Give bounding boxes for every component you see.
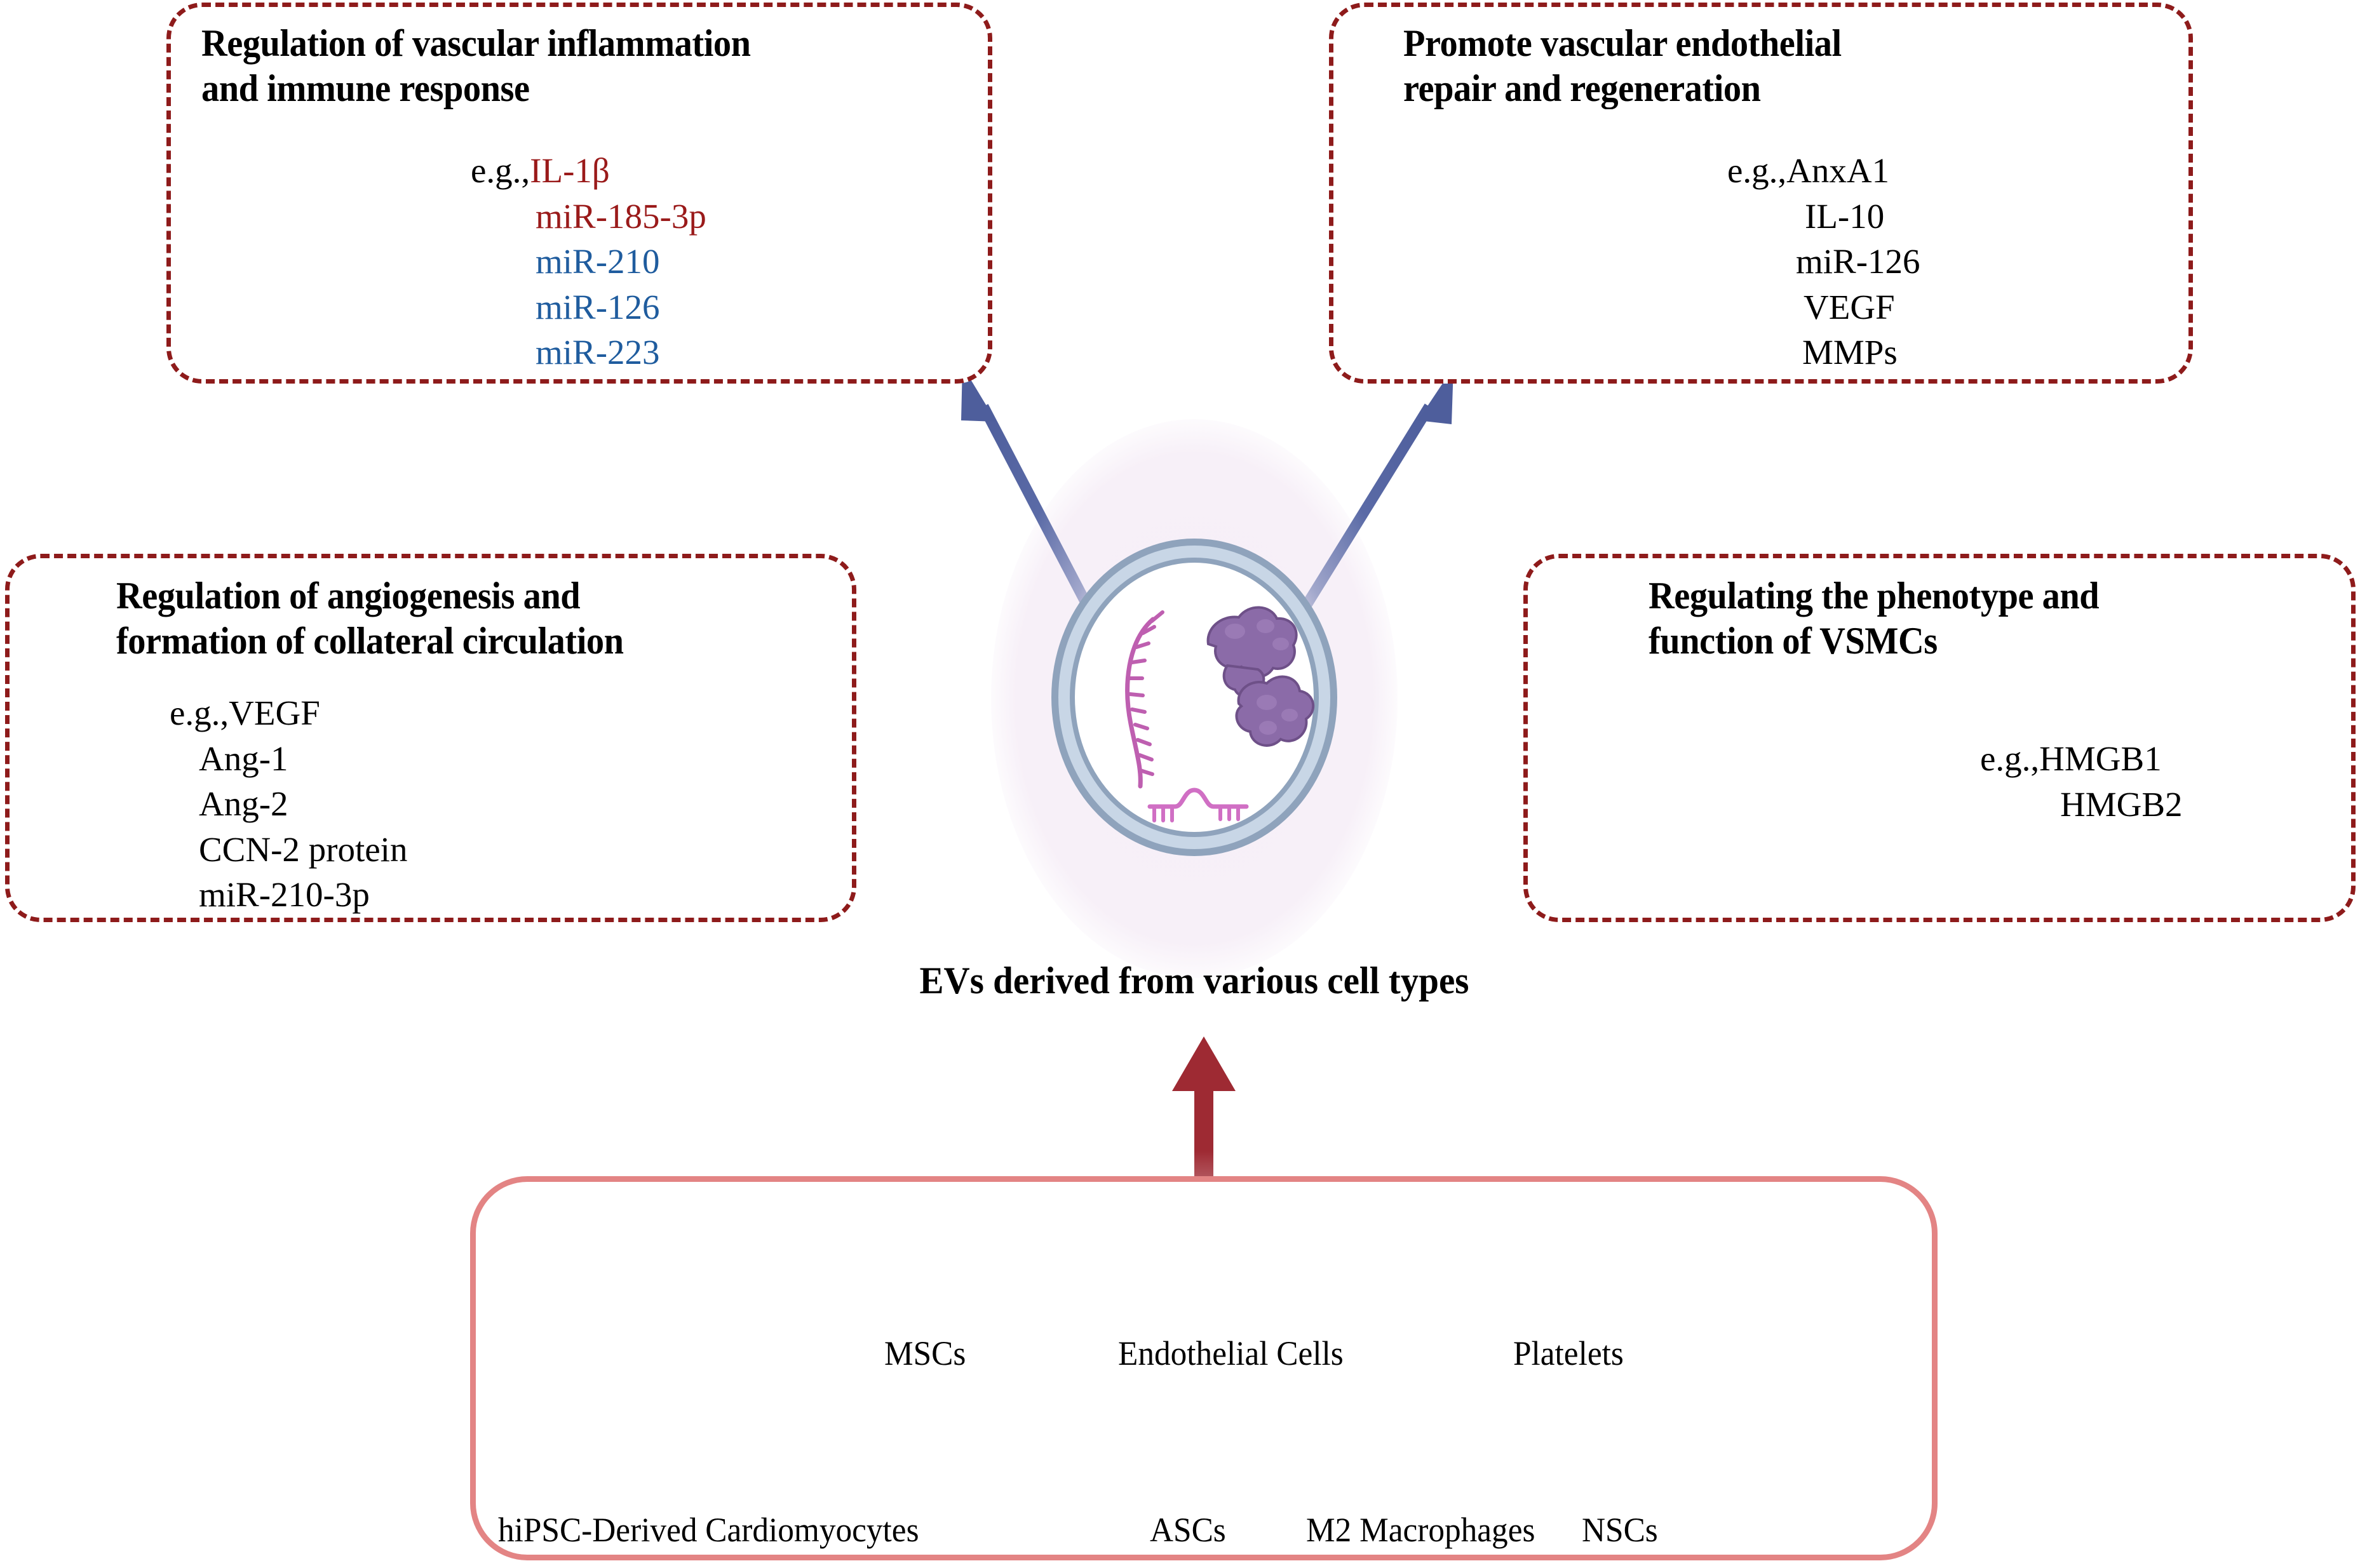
source-cells-panel — [470, 1176, 1938, 1560]
molecule-item: miR-126 — [1796, 242, 1920, 281]
cell-label-platelets: Platelets — [1513, 1334, 1624, 1372]
molecule-item: MMPs — [1802, 333, 1898, 372]
feature-box-angiogenesis: Regulation of angiogenesis and formation… — [5, 554, 856, 922]
molecule-item: IL-1β — [530, 151, 610, 190]
feature-box-angiogenesis-list: e.g.,VEGF Ang-1 Ang-2 CCN-2 protein miR-… — [170, 690, 407, 918]
molecule-item: IL-10 — [1805, 196, 1885, 236]
molecule-item: VEGF — [1804, 287, 1895, 326]
molecule-item: miR-126 — [536, 287, 660, 326]
molecule-item: CCN-2 protein — [199, 829, 408, 869]
feature-box-repair: Promote vascular endothelial repair and … — [1329, 3, 2193, 384]
eg-prefix: e.g., — [471, 151, 530, 190]
molecule-item: AnxA1 — [1786, 151, 1890, 190]
cell-label-mscs: MSCs — [884, 1334, 966, 1372]
molecule-item: HMGB1 — [2039, 739, 2162, 778]
feature-box-angiogenesis-title: Regulation of angiogenesis and formation… — [116, 575, 624, 662]
feature-box-inflammation-title: Regulation of vascular inflammation and … — [201, 22, 751, 109]
cell-label-endothelial-cells: Endothelial Cells — [1118, 1334, 1344, 1372]
feature-box-repair-list: e.g.,AnxA1 IL-10 miR-126 VEGF MMPs — [1727, 148, 1920, 375]
ev-halo — [991, 419, 1398, 978]
molecule-item: VEGF — [229, 694, 320, 732]
feature-box-vsmc-list: e.g.,HMGB1 HMGB2 — [1980, 736, 2183, 827]
eg-prefix: e.g., — [1980, 739, 2040, 778]
molecule-item: miR-223 — [536, 333, 660, 372]
eg-prefix: e.g., — [170, 694, 229, 732]
cell-label-nscs: NSCs — [1582, 1511, 1658, 1549]
feature-box-vsmc-title: Regulating the phenotype and function of… — [1649, 575, 2100, 662]
feature-box-inflammation-list: e.g.,IL-1β miR-185-3p miR-210 miR-126 mi… — [471, 148, 706, 375]
eg-prefix: e.g., — [1727, 151, 1787, 190]
molecule-item: miR-185-3p — [536, 196, 706, 236]
cell-label-hipsc-cardiomyocytes: hiPSC-Derived Cardiomyocytes — [498, 1511, 919, 1549]
molecule-item: Ang-2 — [199, 784, 288, 823]
feature-box-repair-title: Promote vascular endothelial repair and … — [1403, 22, 1842, 109]
molecule-item: HMGB2 — [2060, 784, 2183, 824]
molecule-item: Ang-1 — [199, 739, 288, 778]
cell-label-ascs: ASCs — [1150, 1511, 1226, 1549]
feature-box-vsmc: Regulating the phenotype and function of… — [1523, 554, 2356, 922]
molecule-item: miR-210-3p — [199, 875, 370, 914]
center-caption: EVs derived from various cell types — [919, 960, 1469, 1002]
molecule-item: miR-210 — [536, 242, 660, 281]
feature-box-inflammation: Regulation of vascular inflammation and … — [166, 3, 992, 384]
cell-label-m2-macrophages: M2 Macrophages — [1306, 1511, 1535, 1549]
